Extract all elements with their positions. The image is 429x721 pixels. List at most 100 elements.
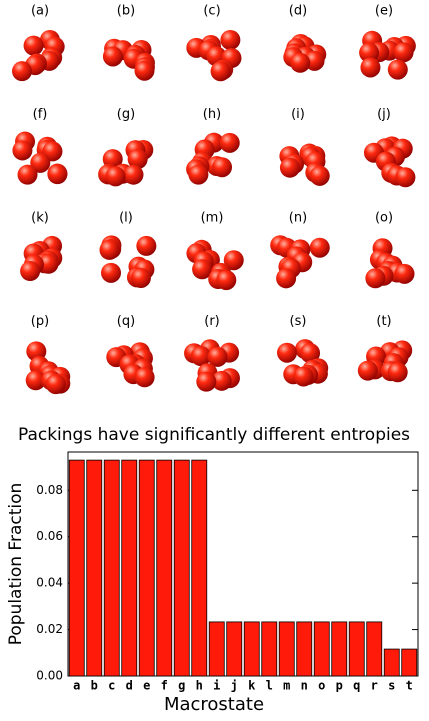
panel-label: (e) (375, 4, 393, 19)
x-tick-label: d (126, 679, 133, 693)
sphere-cluster (12, 29, 65, 82)
panel-label: (s) (290, 314, 307, 329)
sphere-cluster (277, 339, 329, 387)
sphere (210, 61, 231, 82)
sphere (279, 157, 300, 178)
sphere (223, 250, 244, 271)
y-tick-label: 0.08 (36, 483, 63, 497)
panel-label: (r) (204, 314, 220, 329)
x-tick-label: b (91, 679, 98, 693)
bar (278, 621, 295, 677)
sphere (99, 239, 120, 260)
sphere-cluster (359, 30, 416, 80)
sphere-cluster (186, 29, 242, 82)
x-tick-label: t (406, 679, 413, 693)
sphere-cluster (279, 143, 330, 186)
bar (156, 459, 173, 677)
panel-label: (h) (203, 107, 221, 122)
panel-label: (n) (289, 211, 307, 226)
sphere (23, 35, 44, 56)
bar (138, 459, 155, 677)
sphere (360, 57, 381, 78)
bar (208, 621, 225, 677)
sphere-cluster (106, 342, 155, 388)
sphere (387, 362, 408, 383)
plot-frame (67, 451, 419, 677)
x-axis-label: Macrostate (164, 694, 264, 715)
sphere (12, 140, 33, 161)
x-tick-label: h (196, 679, 203, 693)
sphere (290, 52, 311, 73)
x-tick-label: s (388, 679, 395, 693)
x-tick-label: f (161, 679, 168, 693)
sphere (365, 268, 386, 289)
sphere (190, 346, 211, 367)
sphere (192, 259, 213, 280)
panel-label: (g) (117, 107, 135, 122)
y-tick-label: 0.06 (36, 529, 63, 543)
x-tick-label: c (108, 679, 115, 693)
x-tick-label: k (248, 679, 256, 693)
sphere (134, 367, 155, 388)
sphere (309, 237, 330, 258)
sphere-cluster (365, 238, 415, 289)
x-tick-label: o (318, 679, 325, 693)
sphere (219, 132, 240, 153)
x-tick-label: g (178, 679, 185, 693)
sphere (393, 42, 414, 63)
x-tick-label: i (213, 679, 220, 693)
sphere-cluster (184, 339, 240, 392)
x-tick-label: r (371, 679, 378, 693)
sphere-cluster (186, 132, 240, 185)
sphere (276, 268, 297, 289)
sphere (357, 360, 378, 381)
sphere (102, 46, 123, 67)
bar (121, 459, 138, 677)
sphere (293, 366, 314, 387)
panel-label: (o) (375, 211, 393, 226)
y-tick-label: 0.04 (36, 576, 63, 590)
panel-label: (i) (291, 107, 305, 122)
sphere (220, 29, 241, 50)
sphere-cluster (357, 340, 413, 383)
x-tick-label: j (231, 679, 238, 693)
bar (348, 621, 365, 677)
panel-label: (j) (377, 107, 391, 122)
bar (68, 459, 85, 677)
sphere (309, 165, 330, 186)
y-axis-label: Population Fraction (6, 483, 26, 646)
sphere (130, 267, 151, 288)
sphere (134, 60, 155, 81)
bar (331, 621, 348, 677)
sphere-cluster (270, 235, 330, 289)
x-tick-label: p (336, 679, 343, 693)
sphere (30, 152, 51, 173)
sphere (387, 59, 408, 80)
panel-label: (l) (119, 211, 133, 226)
sphere (196, 371, 217, 392)
bar (173, 459, 190, 677)
panel-label: (f) (33, 107, 48, 122)
bar (103, 459, 120, 677)
y-tick-label: 0.00 (36, 669, 63, 683)
panel-label: (c) (203, 4, 220, 19)
sphere (105, 166, 126, 187)
sphere (136, 235, 157, 256)
sphere (300, 343, 321, 364)
panel-label: (k) (31, 211, 49, 226)
x-tick-label: n (301, 679, 308, 693)
chart-title: Packings have significantly different en… (18, 425, 410, 445)
sphere (38, 253, 59, 274)
bar (401, 648, 418, 677)
sphere (216, 270, 237, 291)
sphere (123, 164, 144, 185)
panels: (a) (b) (c) (d) (e) (f) (g) (h) (i) (j) (k) (l) (m) (… (12, 4, 416, 395)
panel-label: (m) (201, 211, 224, 226)
sphere-cluster (283, 33, 327, 73)
y-tick-label: 0.02 (36, 622, 63, 636)
sphere (12, 61, 33, 82)
x-tick-label: q (353, 679, 360, 693)
sphere (188, 164, 209, 185)
sphere (17, 164, 38, 185)
